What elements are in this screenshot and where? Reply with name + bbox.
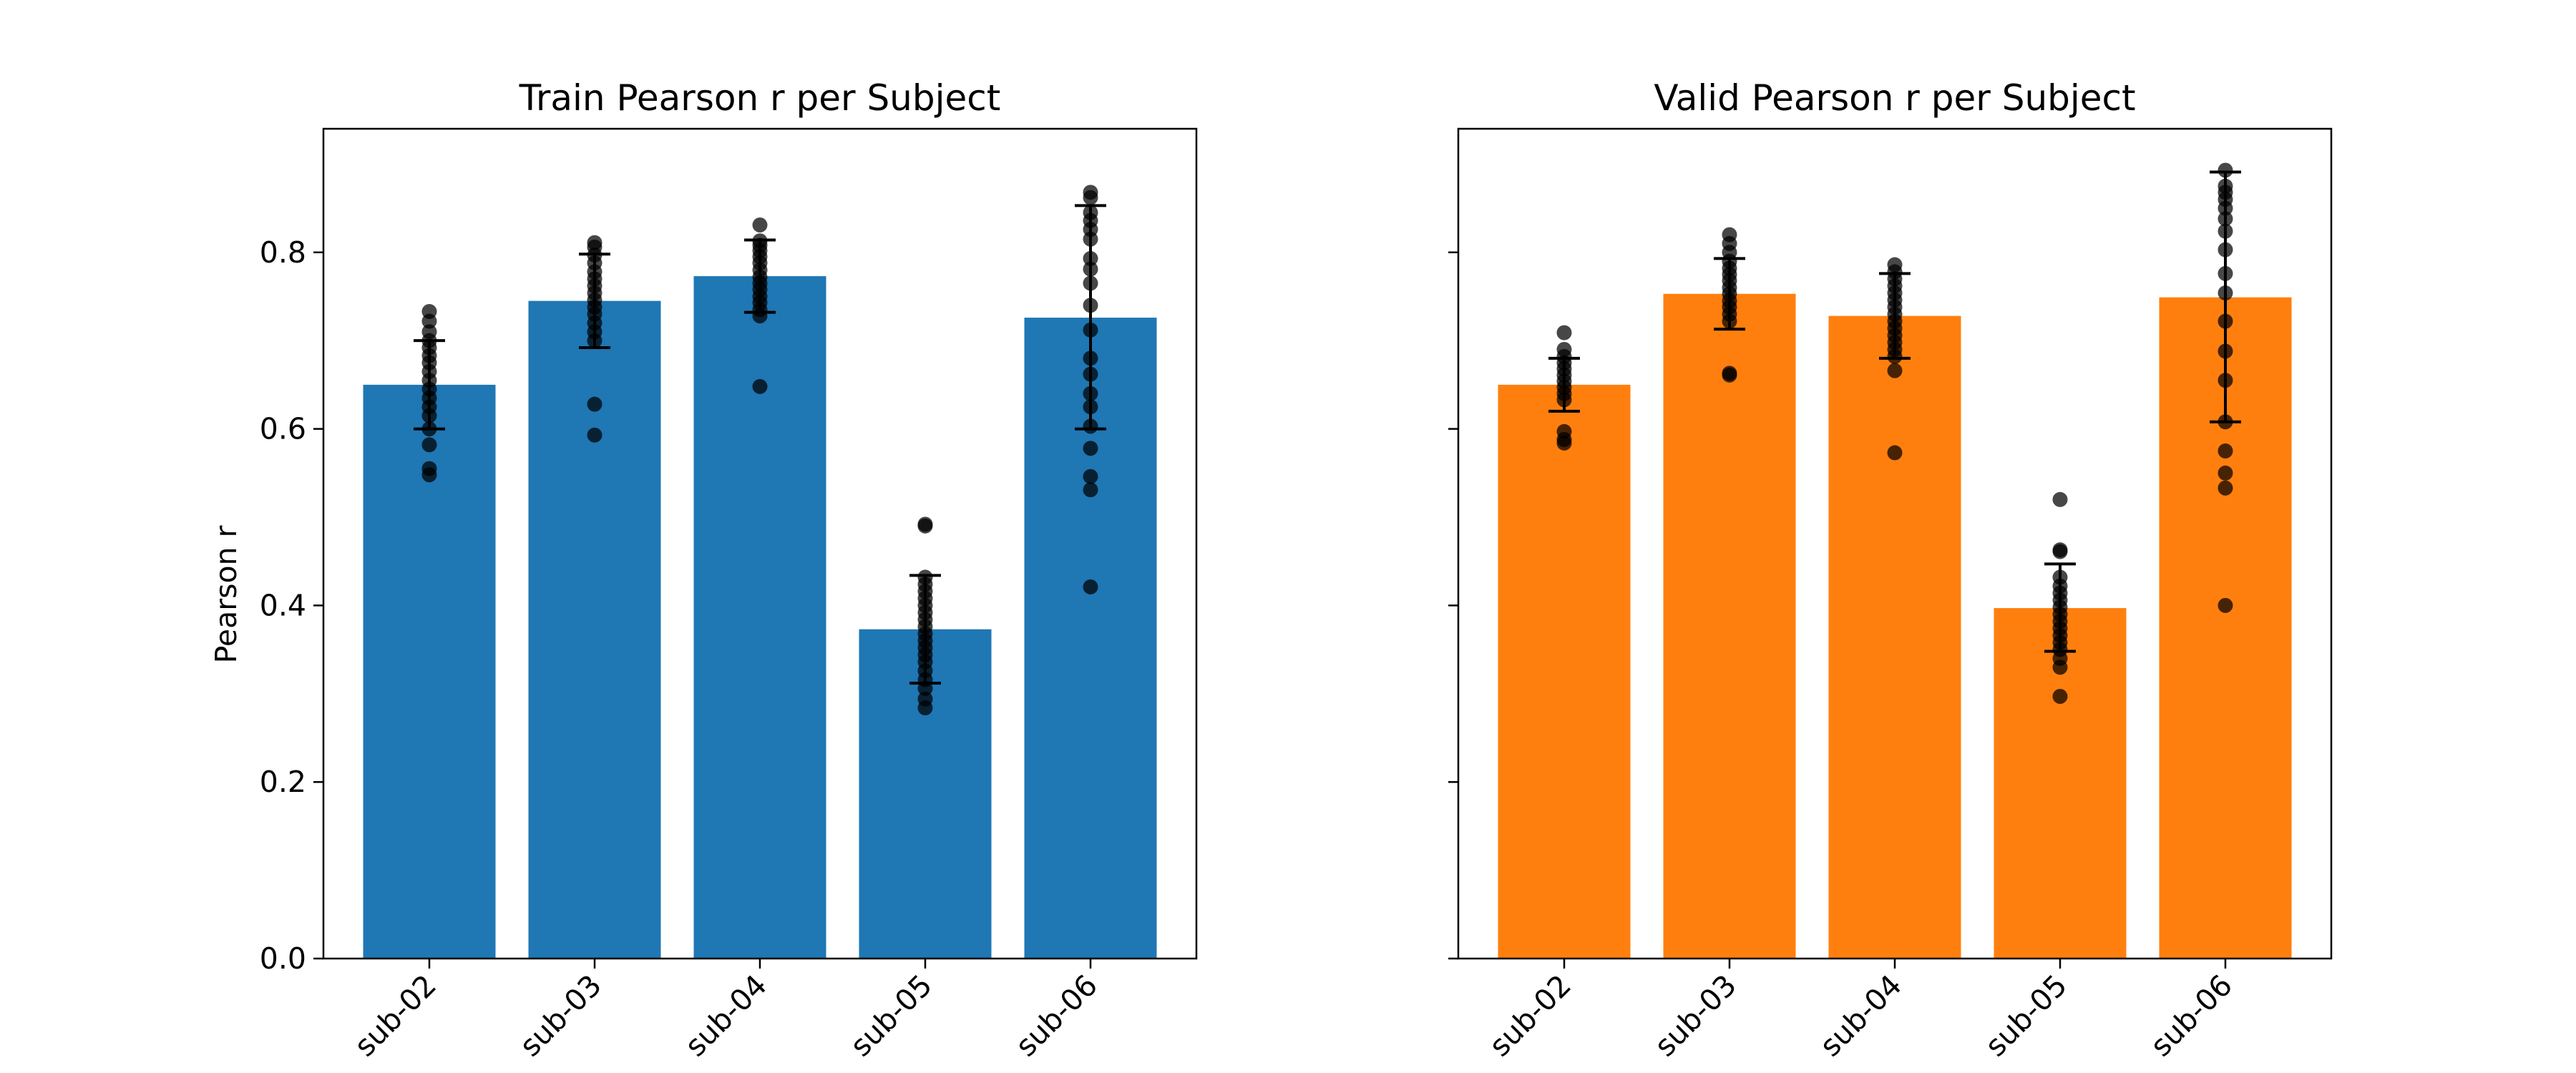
valid-data-point	[2218, 465, 2233, 481]
train-y-tick-label: 0.4	[260, 588, 306, 622]
train-data-point	[1083, 190, 1098, 205]
train-x-tick-label: sub-05	[844, 968, 939, 1063]
train-axes-frame	[322, 127, 1198, 960]
train-x-tick-label: sub-03	[513, 968, 608, 1063]
valid-data-point	[1887, 363, 1903, 378]
valid-chart-title: Valid Pearson r per Subject	[1654, 77, 2135, 119]
train-data-point	[421, 437, 437, 453]
valid-data-point	[2052, 688, 2068, 704]
valid-x-tick-label: sub-05	[1979, 968, 2074, 1063]
valid-bar-sub-03	[1663, 293, 1796, 959]
train-data-point	[917, 680, 933, 696]
train-data-point	[587, 427, 602, 443]
valid-data-point	[1556, 325, 1572, 340]
train-x-tick-label: sub-02	[348, 968, 443, 1063]
train-data-point	[917, 700, 933, 716]
train-x-tick-label: sub-04	[678, 968, 774, 1063]
train-data-point	[421, 467, 437, 483]
valid-chart-panel: Valid Pearson r per Subject sub-02 sub-03…	[1448, 77, 2333, 1063]
valid-data-point	[2218, 597, 2233, 613]
valid-x-tick-label: sub-06	[2144, 968, 2239, 1063]
valid-data-point	[2218, 443, 2233, 459]
train-data-point	[752, 217, 768, 233]
train-bar-sub-04	[693, 276, 826, 959]
valid-x-tick-label: sub-02	[1483, 968, 1578, 1063]
train-data-point	[1083, 441, 1098, 456]
valid-data-point	[2052, 660, 2068, 675]
train-chart-panel: Train Pearson r per Subject Pearson r 0.…	[209, 77, 1198, 1063]
train-y-tick-label: 0.6	[260, 412, 306, 446]
valid-data-point	[1887, 445, 1903, 461]
train-data-point	[587, 396, 602, 412]
valid-chart-marks: sub-02 sub-03 sub-04 sub-05 sub-06	[1448, 162, 2292, 1063]
train-data-point	[917, 518, 933, 534]
train-x-tick-label: sub-06	[1009, 968, 1104, 1063]
train-chart-title: Train Pearson r per Subject	[519, 77, 1001, 119]
valid-data-point	[2218, 480, 2233, 496]
train-chart-marks: 0.0 0.2 0.4 0.6 0.8 sub-02 sub-03 sub-04 sub-05 s…	[260, 185, 1157, 1063]
valid-x-tick-label: sub-04	[1813, 968, 1908, 1063]
valid-bar-sub-04	[1828, 315, 1961, 959]
train-y-tick-label: 0.0	[260, 941, 306, 976]
train-data-point	[1083, 469, 1098, 484]
valid-data-point	[1722, 367, 1737, 383]
valid-data-point	[2052, 544, 2068, 559]
valid-axes-frame	[1457, 127, 2333, 960]
valid-x-tick-label: sub-03	[1648, 968, 1743, 1063]
valid-data-point	[1556, 435, 1572, 451]
train-data-point	[1083, 579, 1098, 594]
train-y-axis-label: Pearson r	[209, 525, 243, 663]
train-y-tick-label: 0.2	[260, 765, 306, 799]
valid-data-point	[2218, 162, 2233, 178]
train-data-point	[421, 313, 437, 329]
valid-bar-sub-02	[1498, 384, 1631, 959]
train-data-point	[752, 378, 768, 394]
valid-data-point	[2052, 491, 2068, 507]
train-y-tick-label: 0.8	[260, 235, 306, 270]
train-data-point	[1083, 482, 1098, 498]
